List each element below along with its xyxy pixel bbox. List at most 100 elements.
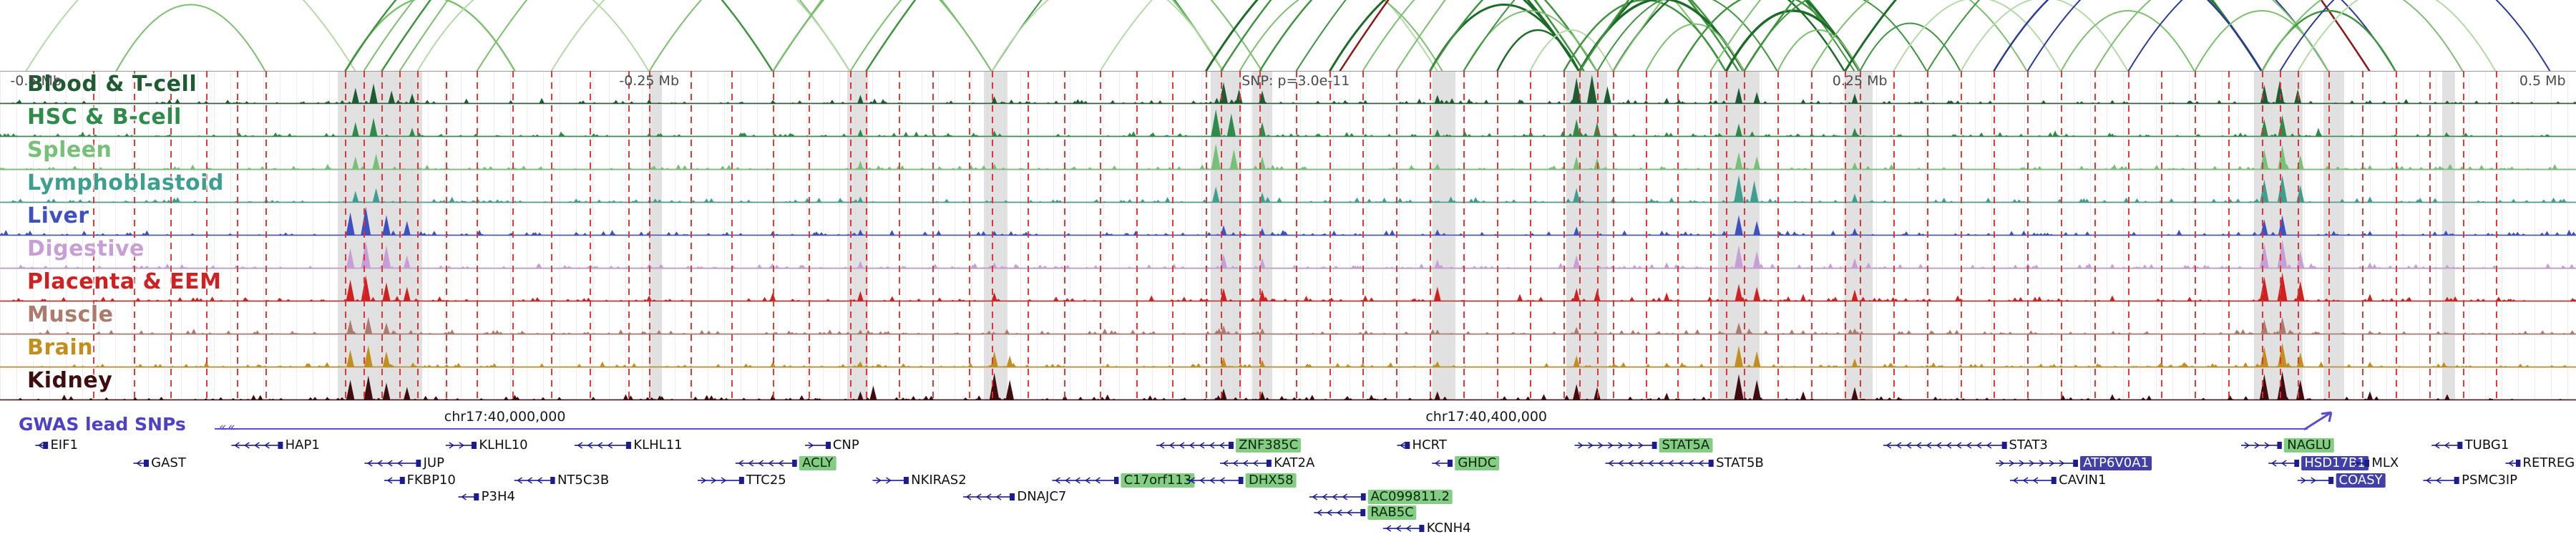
- gene-psmc3ip[interactable]: PSMC3IP: [2423, 473, 2518, 488]
- gene-cnp[interactable]: CNP: [804, 437, 859, 453]
- gene-label[interactable]: RAB5C: [1367, 505, 1417, 520]
- gene-label[interactable]: STAT3: [2009, 437, 2048, 453]
- gene-atp6v0a1[interactable]: ATP6V0A1: [1996, 456, 2152, 470]
- gene-label[interactable]: HCRT: [1412, 437, 1447, 453]
- gene-retreg[interactable]: RETREG: [2504, 455, 2575, 470]
- gene-label[interactable]: STAT5B: [1716, 455, 1764, 470]
- gene-c17orf113[interactable]: C17orf113: [1052, 473, 1195, 488]
- gene-model-glyph: [2240, 442, 2283, 449]
- scale-label: 0.5 Mb: [2519, 73, 2566, 89]
- gene-ac099811-2[interactable]: AC099811.2: [1309, 490, 1453, 504]
- interaction-arc: [991, 0, 1224, 72]
- interaction-arc: [2297, 0, 2497, 72]
- gene-label[interactable]: HSD17B1: [2301, 456, 2368, 470]
- gene-rab5c[interactable]: RAB5C: [1314, 505, 1417, 520]
- gene-label[interactable]: MLX: [2371, 455, 2399, 470]
- gene-model-glyph: [446, 442, 477, 449]
- gene-label[interactable]: C17orf113: [1121, 473, 1195, 488]
- gene-hcrt[interactable]: HCRT: [1397, 438, 1447, 453]
- gene-label[interactable]: NT5C3B: [557, 473, 610, 488]
- gene-label[interactable]: EIF1: [50, 437, 78, 453]
- gene-fkbp10[interactable]: FKBP10: [384, 473, 456, 488]
- gene-label[interactable]: KCNH4: [1426, 521, 1471, 536]
- track-row-kidney: Kidney: [0, 368, 2576, 401]
- interaction-arc: [416, 0, 650, 72]
- gene-model-glyph: [2431, 442, 2463, 449]
- gene-model-glyph: [2268, 460, 2300, 467]
- gene-cavin1[interactable]: CAVIN1: [2010, 473, 2106, 488]
- interaction-arc: [399, 0, 1585, 72]
- gene-label[interactable]: JUP: [423, 455, 444, 470]
- gene-label[interactable]: NAGLU: [2284, 438, 2334, 453]
- gene-label[interactable]: CAVIN1: [2059, 473, 2107, 488]
- scale-label: SNP: p=3.0e-11: [1241, 73, 1350, 89]
- interaction-arc: [1258, 0, 1599, 72]
- gene-label[interactable]: P3H4: [481, 489, 515, 504]
- gene-znf385c[interactable]: ZNF385C: [1156, 438, 1302, 453]
- gene-ttc25[interactable]: TTC25: [697, 473, 786, 488]
- gene-acly[interactable]: ACLY: [735, 456, 836, 470]
- gene-model-glyph: [364, 460, 421, 467]
- gene-jup[interactable]: JUP: [364, 456, 444, 470]
- gene-klhl11[interactable]: KLHL11: [575, 438, 683, 453]
- gene-label[interactable]: AC099811.2: [1367, 490, 1453, 504]
- gene-label[interactable]: HAP1: [285, 437, 320, 453]
- gene-stat5a[interactable]: STAT5A: [1574, 438, 1713, 453]
- gene-label[interactable]: FKBP10: [406, 473, 456, 488]
- gene-label[interactable]: CNP: [832, 437, 859, 453]
- gene-nt5c3b[interactable]: NT5C3B: [514, 473, 609, 488]
- gene-label[interactable]: ACLY: [799, 456, 836, 470]
- gene-hsd17b1[interactable]: HSD17B1: [2268, 456, 2368, 470]
- gene-ghdc[interactable]: GHDC: [1432, 456, 1500, 470]
- gene-eif1[interactable]: EIF1: [35, 438, 78, 453]
- gene-label[interactable]: COASY: [2336, 473, 2386, 488]
- gene-dnajc7[interactable]: DNAJC7: [963, 490, 1066, 504]
- gene-gast[interactable]: GAST: [133, 455, 186, 470]
- gene-klhl10[interactable]: KLHL10: [446, 438, 528, 453]
- gene-label[interactable]: ATP6V0A1: [2080, 456, 2152, 470]
- signal-plot: [0, 175, 2576, 203]
- gene-dhx58[interactable]: DHX58: [1186, 473, 1297, 488]
- signal-plot: [0, 342, 2576, 367]
- gene-kat2a[interactable]: KAT2A: [1220, 456, 1314, 470]
- interaction-arc: [2060, 10, 2195, 72]
- interaction-arc: [1612, 0, 2263, 72]
- gene-label[interactable]: DHX58: [1245, 473, 1297, 488]
- gene-label[interactable]: DNAJC7: [1017, 489, 1067, 504]
- gene-label[interactable]: TUBG1: [2464, 437, 2509, 453]
- gene-label[interactable]: GAST: [151, 455, 186, 470]
- gene-mlx[interactable]: MLX: [2351, 456, 2399, 470]
- gene-p3h4[interactable]: P3H4: [458, 489, 515, 504]
- gene-model-glyph: [1574, 442, 1657, 449]
- gene-label[interactable]: NKIRAS2: [911, 473, 967, 488]
- track-row-liver: Liver: [0, 203, 2576, 236]
- gene-nkiras2[interactable]: NKIRAS2: [872, 473, 967, 488]
- gene-label[interactable]: GHDC: [1455, 456, 1500, 470]
- gene-hap1[interactable]: HAP1: [231, 437, 320, 453]
- track-label: Muscle: [27, 302, 114, 327]
- gene-stat5b[interactable]: STAT5B: [1605, 455, 1764, 470]
- gene-label[interactable]: TTC25: [746, 473, 786, 488]
- interaction-arc: [25, 0, 356, 72]
- gene-model-glyph: [458, 493, 479, 500]
- gene-naglu[interactable]: NAGLU: [2240, 438, 2334, 453]
- gene-label[interactable]: KLHL10: [479, 437, 528, 453]
- gene-label[interactable]: RETREG: [2522, 455, 2575, 470]
- gene-label[interactable]: KAT2A: [1274, 455, 1315, 470]
- gene-label[interactable]: KLHL11: [633, 437, 683, 453]
- gene-label[interactable]: PSMC3IP: [2462, 473, 2518, 488]
- scale-label: 0.25 Mb: [1832, 73, 1888, 89]
- interaction-arc: [1645, 23, 1745, 72]
- gene-model-glyph: [133, 460, 150, 467]
- gene-kcnh4[interactable]: KCNH4: [1383, 521, 1471, 536]
- highlight-band: [984, 72, 1008, 401]
- gene-tubg1[interactable]: TUBG1: [2431, 438, 2509, 453]
- gene-stat3[interactable]: STAT3: [1883, 438, 2048, 453]
- signal-plot: [0, 272, 2576, 301]
- track-label: Lymphoblastoid: [27, 170, 224, 195]
- gene-coasy[interactable]: COASY: [2298, 473, 2386, 488]
- gene-model-glyph: [514, 477, 555, 484]
- gene-label[interactable]: ZNF385C: [1236, 438, 1302, 453]
- highlight-band: [1566, 72, 1608, 401]
- gene-label[interactable]: STAT5A: [1659, 438, 1713, 453]
